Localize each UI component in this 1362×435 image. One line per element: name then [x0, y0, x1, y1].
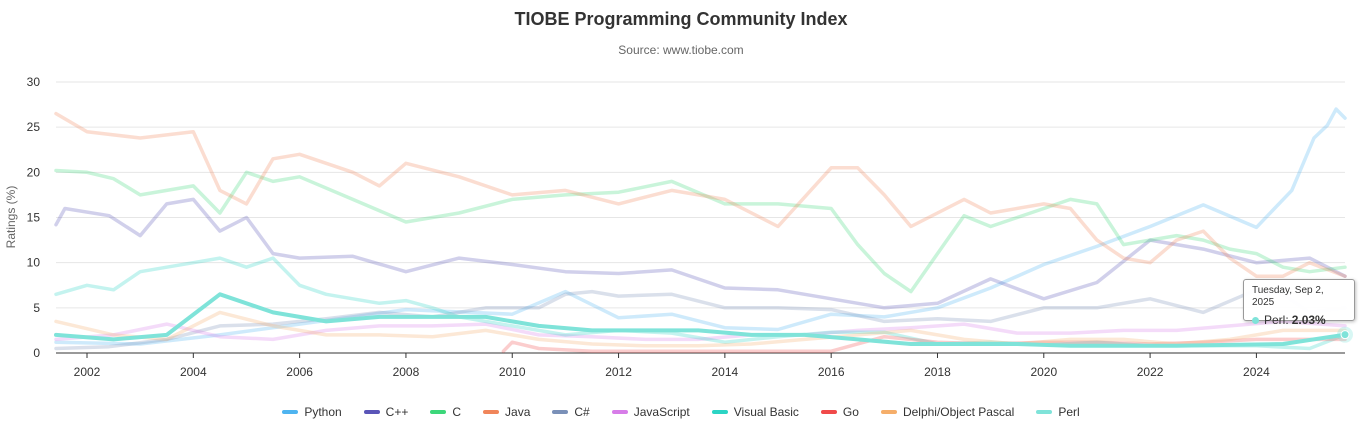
legend-swatch: [880, 410, 897, 414]
chart-subtitle: Source: www.tiobe.com: [618, 43, 744, 57]
tooltip-series-name: Perl: [1264, 313, 1286, 327]
legend-item-visual-basic[interactable]: Visual Basic: [711, 405, 799, 419]
legend-swatch: [483, 410, 500, 414]
series-line-perl: [54, 292, 1347, 348]
legend-swatch: [363, 410, 380, 414]
y-tick-label: 0: [33, 346, 40, 360]
x-tick-label: 2002: [74, 365, 101, 379]
tooltip-value: 2.03%: [1291, 313, 1326, 327]
series-line-visual-basic: [54, 256, 1347, 351]
legend-item-c-[interactable]: C#: [552, 405, 590, 419]
legend-item-javascript[interactable]: JavaScript: [611, 405, 690, 419]
tooltip-date: Tuesday, Sep 2, 2025: [1252, 285, 1324, 308]
x-tick-label: 2018: [924, 365, 951, 379]
series-line-javascript: [54, 319, 1347, 342]
legend-swatch: [611, 410, 628, 414]
series-line-go: [501, 334, 1347, 353]
legend-swatch: [820, 410, 837, 414]
y-tick-label: 25: [27, 120, 41, 134]
x-tick-label: 2006: [286, 365, 313, 379]
legend-label: Delphi/Object Pascal: [902, 405, 1015, 419]
legend-item-c-[interactable]: C++: [363, 405, 409, 419]
legend-swatch: [430, 410, 447, 414]
legend-label: Perl: [1058, 405, 1080, 419]
y-axis-ticks: 0 5 10 15 20 25 30: [27, 75, 41, 360]
series-line-python: [54, 107, 1347, 346]
legend-swatch: [282, 410, 299, 414]
y-tick-label: 15: [27, 211, 41, 225]
x-tick-label: 2020: [1030, 365, 1057, 379]
legend-swatch: [552, 410, 569, 414]
series-line-java: [54, 111, 1347, 278]
x-axis-ticks: 2002 2004 2006 2008 2010 2012 2014 2016 2018 2020…: [74, 353, 1270, 379]
series-line-delphi-object-pascal: [54, 310, 1347, 348]
x-tick-label: 2004: [180, 365, 207, 379]
legend-item-java[interactable]: Java: [483, 405, 530, 419]
x-tick-label: 2022: [1137, 365, 1164, 379]
legend-item-delphi-object-pascal[interactable]: Delphi/Object Pascal: [880, 405, 1015, 419]
legend-item-c[interactable]: C: [430, 405, 461, 419]
chart-title: TIOBE Programming Community Index: [514, 9, 848, 29]
series-line-c-: [54, 197, 1347, 310]
legend-label: C++: [385, 405, 409, 419]
tooltip-series-dot: [1252, 316, 1259, 324]
y-tick-label: 20: [27, 165, 41, 179]
x-tick-label: 2010: [499, 365, 526, 379]
series-line-c-: [54, 288, 1347, 351]
y-tick-label: 5: [33, 301, 40, 315]
x-tick-label: 2014: [712, 365, 739, 379]
x-tick-label: 2024: [1243, 365, 1270, 379]
x-tick-label: 2016: [818, 365, 845, 379]
legend-item-python[interactable]: Python: [282, 405, 342, 419]
legend-swatch: [711, 410, 728, 414]
series-lines: [54, 107, 1347, 353]
tooltip: Tuesday, Sep 2, 2025 Perl: 2.03%: [1243, 279, 1355, 327]
x-tick-label: 2008: [393, 365, 420, 379]
legend-label: JavaScript: [633, 405, 690, 419]
x-tick-label: 2012: [605, 365, 632, 379]
y-tick-label: 30: [27, 75, 41, 89]
legend-label: C: [452, 405, 462, 419]
legend-item-perl[interactable]: Perl: [1036, 405, 1080, 419]
tooltip-separator: :: [1285, 313, 1289, 327]
legend-label: C#: [574, 405, 590, 419]
hover-point: [1340, 330, 1350, 340]
y-axis-title: Ratings (%): [4, 186, 18, 249]
tooltip-row: Perl: 2.03%: [1252, 313, 1346, 327]
grid-lines: [56, 81, 1345, 354]
legend-label: Java: [505, 405, 531, 419]
legend: Python C++ C Java C# JavaScript Visual Basic Go…: [0, 405, 1362, 419]
hover-marker: [1337, 326, 1353, 343]
series-line-c: [54, 168, 1347, 294]
legend-swatch: [1036, 410, 1053, 414]
legend-label: Python: [304, 405, 342, 419]
y-tick-label: 10: [27, 256, 41, 270]
legend-label: Go: [842, 405, 859, 419]
legend-label: Visual Basic: [733, 405, 799, 419]
legend-item-go[interactable]: Go: [820, 405, 859, 419]
